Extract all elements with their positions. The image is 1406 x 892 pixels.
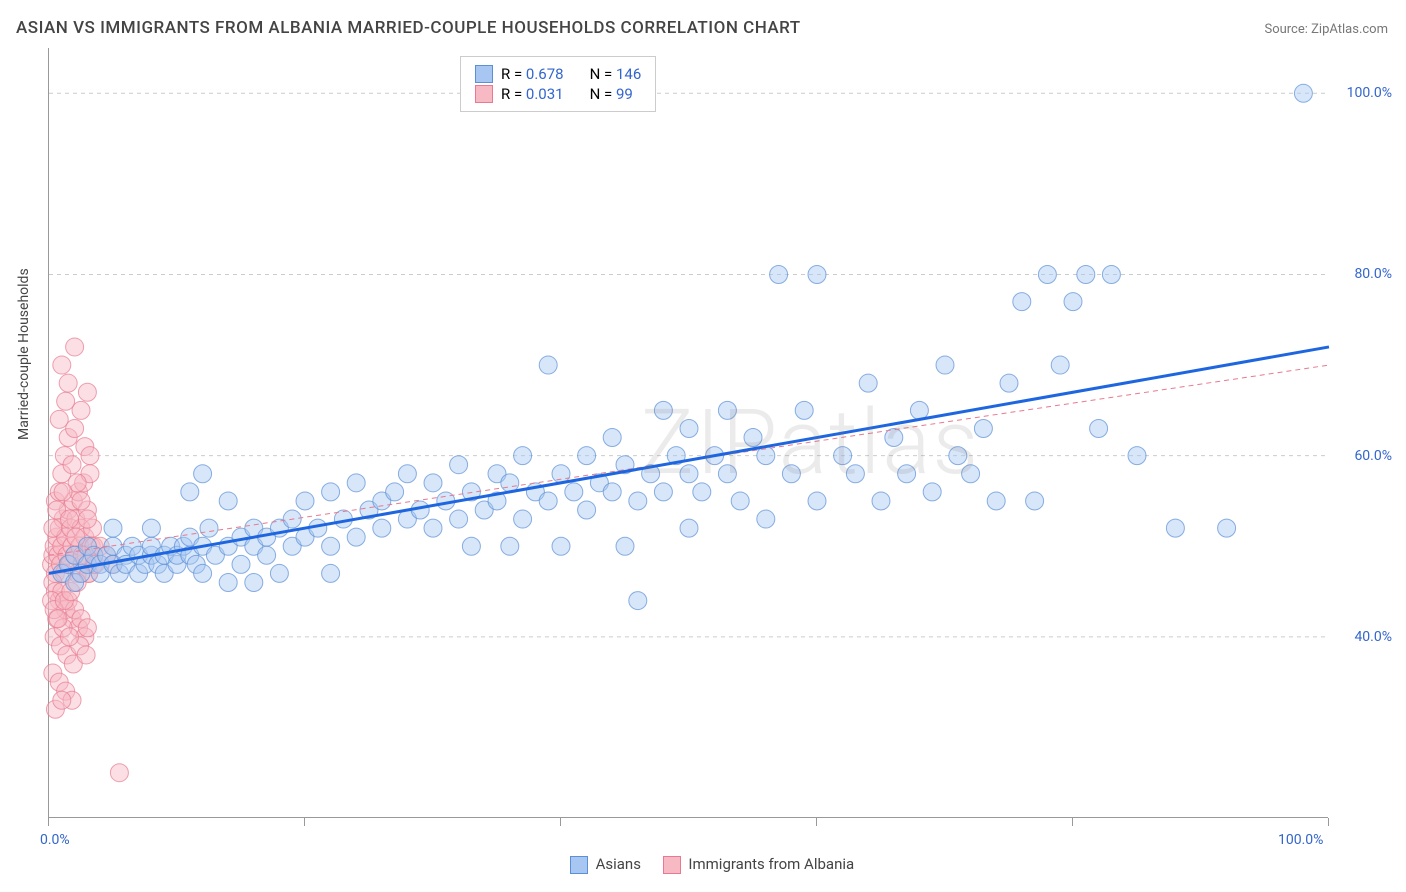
legend-bottom-swatch-1 [663,856,681,874]
legend-bottom-swatch-0 [570,856,588,874]
y-tick-label: 40.0% [1354,629,1392,645]
legend-bottom-label-1: Immigrants from Albania [688,855,854,873]
x-tick [816,818,817,826]
y-axis-label: Married-couple Households [16,268,32,440]
stat-n-val-1: 99 [616,85,633,103]
stat-r-label: R = 0.678 [501,65,564,83]
y-tick-label: 80.0% [1354,266,1392,282]
x-tick [48,818,49,826]
source-attribution: Source: ZipAtlas.com [1264,22,1388,37]
scatter-svg [49,48,1328,817]
stat-r-val-1: 0.031 [526,85,564,103]
legend-swatch-0 [475,65,493,83]
stat-r-label: R = 0.031 [501,85,564,103]
chart-plot-area [48,48,1328,818]
legend-swatch-1 [475,85,493,103]
stat-n-label: N = 99 [590,85,633,103]
x-tick [1328,818,1329,826]
legend-bottom: Asians Immigrants from Albania [0,855,1406,874]
x-tick [560,818,561,826]
legend-bottom-label-0: Asians [596,855,641,873]
legend-stats-row-1: R = 0.031 N = 99 [475,85,641,103]
x-tick-label-max: 100.0% [1278,832,1323,848]
y-tick-label: 60.0% [1354,448,1392,464]
legend-stats-row-0: R = 0.678 N = 146 [475,65,641,83]
y-tick-label: 100.0% [1347,85,1392,101]
x-tick [1072,818,1073,826]
chart-title: ASIAN VS IMMIGRANTS FROM ALBANIA MARRIED… [16,18,801,38]
x-tick-label-min: 0.0% [40,832,70,848]
legend-stats: R = 0.678 N = 146 R = 0.031 N = 99 [460,56,656,112]
x-tick [304,818,305,826]
stat-n-val-0: 146 [616,65,641,83]
stat-r-val-0: 0.678 [526,65,564,83]
stat-n-label: N = 146 [590,65,642,83]
